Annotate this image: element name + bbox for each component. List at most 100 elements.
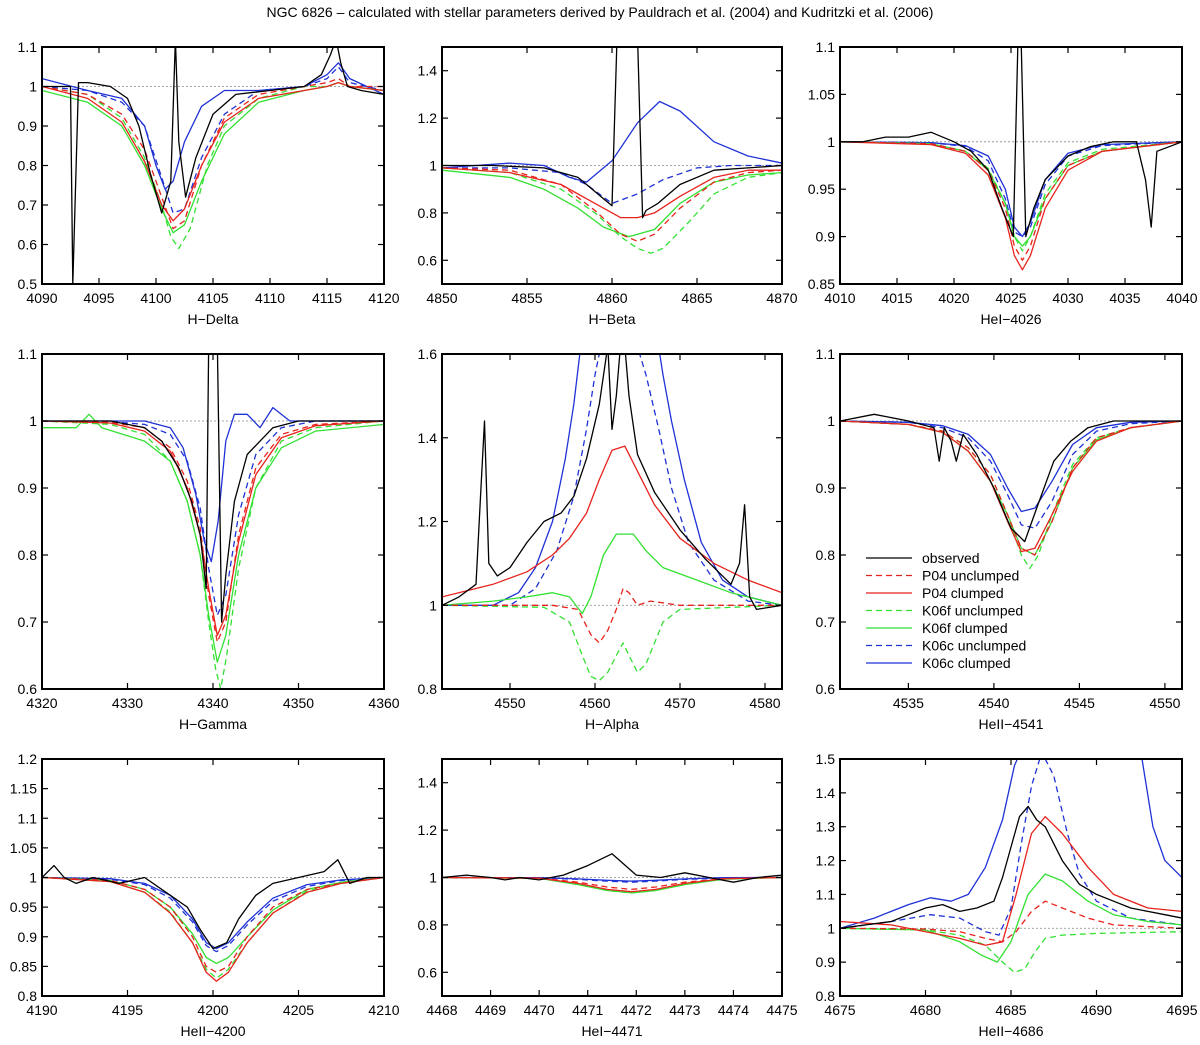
y-tick-label: 0.8 <box>816 547 836 563</box>
x-tick-label: 4685 <box>995 1002 1026 1018</box>
y-tick-label: 0.9 <box>816 229 836 245</box>
series-P04c <box>442 445 782 598</box>
x-tick-label: 4010 <box>824 290 855 306</box>
x-tick-label: 4030 <box>1052 290 1083 306</box>
panel-3: 4010 4015 4020 4025 4030 4035 4040 0.85 0.9 0.95 1… <box>808 39 1198 327</box>
x-axis-label: HeII−4541 <box>979 716 1044 732</box>
x-tick-label: 4870 <box>766 290 797 306</box>
y-tick-label: 1.2 <box>418 514 438 530</box>
y-tick-label: 0.9 <box>18 480 38 496</box>
x-tick-label: 4580 <box>749 695 780 711</box>
x-tick-label: 4100 <box>140 290 171 306</box>
x-tick-label: 4850 <box>426 290 457 306</box>
series-group <box>42 354 384 689</box>
y-tick-label: 0.7 <box>18 614 38 630</box>
y-tick-label: 0.8 <box>18 988 38 1004</box>
y-tick-label: 0.8 <box>18 158 38 174</box>
x-tick-label: 4205 <box>283 1002 314 1018</box>
series-observed <box>42 354 384 623</box>
series-group <box>442 354 782 682</box>
x-tick-label: 4025 <box>995 290 1026 306</box>
series-K06fc <box>840 420 1182 556</box>
series-K06fc <box>42 413 384 663</box>
y-tick-label: 0.7 <box>18 197 38 213</box>
series-K06cu <box>42 420 384 616</box>
series-group <box>840 413 1182 570</box>
y-tick-label: 0.6 <box>18 681 38 697</box>
x-tick-label: 4020 <box>938 290 969 306</box>
series-P04u <box>840 900 1182 943</box>
series-P04c <box>42 81 384 222</box>
x-tick-label: 4680 <box>910 1002 941 1018</box>
series-K06cu <box>442 354 782 606</box>
y-tick-label: 1 <box>29 870 37 886</box>
y-tick-label: 1.6 <box>418 346 438 362</box>
y-tick-label: 0.6 <box>418 252 438 268</box>
x-tick-label: 4120 <box>368 290 399 306</box>
y-tick-label: 0.9 <box>816 954 836 970</box>
x-tick-label: 4560 <box>579 695 610 711</box>
panel-4: 4320 4330 4340 4350 4360 0.6 0.7 0.8 0.9 1 1.1 H−Ga… <box>18 346 400 732</box>
y-tick-label: 0.8 <box>816 988 836 1004</box>
x-tick-label: 4535 <box>893 695 924 711</box>
series-group <box>42 859 384 982</box>
y-tick-label: 0.8 <box>18 547 38 563</box>
y-tick-label: 0.95 <box>10 899 37 915</box>
y-tick-label: 1.1 <box>18 810 38 826</box>
series-observed <box>442 47 782 219</box>
series-observed <box>442 853 782 883</box>
panel-8: 4468 4469 4470 4471 4472 4473 4474 4475 0.6 0.8 1 1… <box>418 758 798 1039</box>
y-tick-label: 0.95 <box>808 181 835 197</box>
plot-frame <box>839 46 1183 285</box>
x-tick-label: 4472 <box>621 1002 652 1018</box>
x-tick-label: 4320 <box>26 695 57 711</box>
plot-frame <box>441 353 783 690</box>
x-axis-label: H−Gamma <box>179 716 247 732</box>
x-tick-label: 4550 <box>1149 695 1180 711</box>
y-tick-label: 1.4 <box>418 430 438 446</box>
y-tick-label: 0.85 <box>808 276 835 292</box>
series-K06fc <box>42 876 384 965</box>
x-tick-label: 4090 <box>26 290 57 306</box>
x-tick-label: 4570 <box>664 695 695 711</box>
series-K06cu <box>840 420 1182 529</box>
series-K06fc <box>442 169 782 238</box>
y-tick-label: 1.4 <box>418 775 438 791</box>
x-tick-label: 4855 <box>511 290 542 306</box>
y-tick-label: 0.6 <box>18 237 38 253</box>
legend-label-P04c: P04 clumped <box>922 585 1004 601</box>
y-tick-label: 1.2 <box>418 110 438 126</box>
y-tick-label: 1.1 <box>816 886 836 902</box>
y-tick-label: 1 <box>827 413 835 429</box>
y-tick-label: 1.2 <box>18 751 38 767</box>
x-tick-label: 4540 <box>978 695 1009 711</box>
x-tick-label: 4468 <box>426 1002 457 1018</box>
series-observed <box>840 805 1182 929</box>
y-tick-label: 0.9 <box>18 118 38 134</box>
series-K06cc <box>442 100 782 183</box>
series-K06fc <box>840 873 1182 963</box>
x-tick-label: 4015 <box>881 290 912 306</box>
series-K06fc <box>42 81 384 234</box>
series-P04c <box>442 876 782 893</box>
y-tick-label: 1.4 <box>816 785 836 801</box>
panel-9: 4675 4680 4685 4690 4695 0.8 0.9 1 1.1 1.2 1.3 1.4 1… <box>816 751 1198 1039</box>
x-axis-label: H−Delta <box>188 311 239 327</box>
series-K06fc <box>442 876 782 894</box>
series-K06cu <box>42 876 384 953</box>
y-tick-label: 1.4 <box>418 63 438 79</box>
series-group <box>840 47 1182 271</box>
legend-label-K06cc: K06c clumped <box>922 655 1011 671</box>
plot-frame <box>839 758 1183 997</box>
x-tick-label: 4690 <box>1081 1002 1112 1018</box>
y-tick-label: 1 <box>429 158 437 174</box>
x-tick-label: 4471 <box>572 1002 603 1018</box>
y-tick-label: 0.9 <box>18 929 38 945</box>
x-tick-label: 4473 <box>669 1002 700 1018</box>
series-group <box>42 47 384 284</box>
x-tick-label: 4340 <box>197 695 228 711</box>
x-tick-label: 4545 <box>1064 695 1095 711</box>
panel-5: 4550 4560 4570 4580 0.8 1 1.2 1.4 1.6 H−Alpha <box>418 346 783 732</box>
x-axis-label: H−Alpha <box>585 716 639 732</box>
y-tick-label: 1 <box>29 413 37 429</box>
